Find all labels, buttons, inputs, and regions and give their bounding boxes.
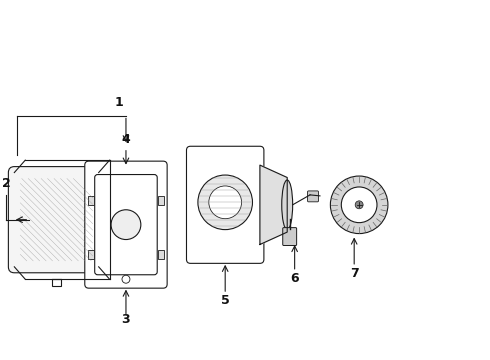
- FancyBboxPatch shape: [85, 161, 167, 288]
- FancyBboxPatch shape: [187, 146, 264, 264]
- Bar: [51, 279, 61, 286]
- Text: 5: 5: [221, 294, 229, 307]
- Circle shape: [122, 275, 130, 283]
- Bar: [88, 251, 94, 260]
- Circle shape: [209, 186, 242, 219]
- Text: 3: 3: [122, 313, 130, 326]
- Text: 6: 6: [291, 272, 299, 285]
- Bar: [88, 196, 94, 205]
- Ellipse shape: [282, 180, 293, 230]
- FancyBboxPatch shape: [283, 228, 296, 246]
- Text: 1: 1: [114, 95, 123, 109]
- Bar: [158, 251, 164, 260]
- Circle shape: [198, 175, 252, 230]
- Circle shape: [355, 201, 363, 209]
- Polygon shape: [260, 165, 287, 244]
- Circle shape: [111, 210, 141, 239]
- Text: 7: 7: [350, 267, 359, 280]
- Text: 2: 2: [1, 177, 10, 190]
- Text: 4: 4: [122, 133, 130, 146]
- FancyBboxPatch shape: [8, 167, 105, 273]
- Circle shape: [330, 176, 388, 234]
- FancyBboxPatch shape: [308, 191, 319, 202]
- FancyBboxPatch shape: [95, 175, 157, 275]
- Bar: [158, 196, 164, 205]
- Circle shape: [342, 187, 377, 222]
